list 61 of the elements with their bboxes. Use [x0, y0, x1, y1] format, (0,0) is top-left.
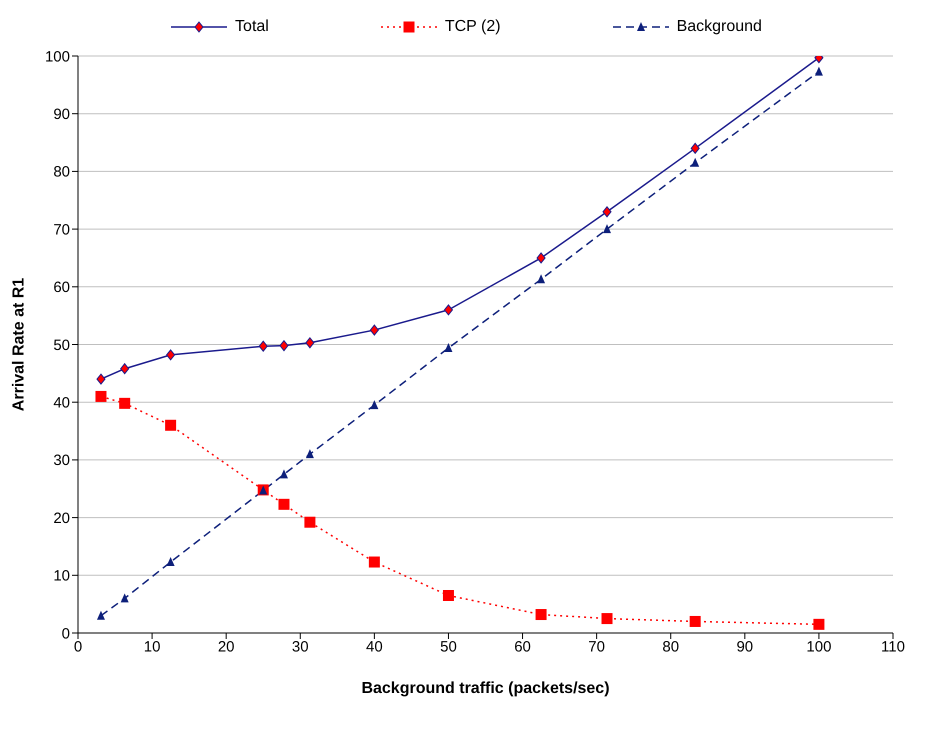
point [444, 304, 453, 316]
point [536, 252, 546, 264]
point [444, 342, 452, 352]
legend-label: TCP (2) [444, 18, 501, 36]
point [813, 618, 824, 630]
point [690, 142, 700, 154]
point [280, 469, 288, 478]
point [120, 363, 130, 374]
y-tick-label: 60 [53, 279, 70, 296]
point [165, 420, 176, 431]
y-tick-label: 70 [53, 221, 70, 238]
x-tick-label: 50 [440, 638, 457, 656]
legend-label: Total [235, 18, 269, 36]
point [370, 400, 378, 410]
point [304, 516, 316, 528]
y-axis-title: Arrival Rate at R1 [10, 278, 28, 412]
y-tick-label: 30 [53, 452, 70, 470]
x-tick-label: 100 [806, 638, 832, 656]
point [96, 374, 106, 385]
x-tick-label: 40 [366, 638, 383, 656]
point [305, 337, 314, 348]
y-tick-label: 10 [53, 568, 70, 585]
point [306, 449, 314, 458]
point [166, 349, 176, 360]
point [537, 274, 546, 284]
x-tick-label: 80 [662, 638, 680, 656]
point [166, 557, 175, 566]
x-axis-title: Background traffic (packets/sec) [361, 680, 610, 697]
point [120, 593, 129, 602]
point [370, 324, 379, 336]
point [258, 340, 268, 352]
x-tick-label: 0 [74, 638, 82, 656]
point [279, 340, 288, 352]
legend-label: Background [676, 18, 762, 36]
point [691, 158, 700, 167]
point [602, 613, 613, 624]
point [603, 224, 612, 234]
point [119, 398, 130, 409]
x-tick-label: 90 [736, 638, 754, 656]
y-tick-label: 0 [62, 625, 70, 642]
x-tick-label: 30 [292, 638, 309, 656]
point [95, 390, 106, 402]
x-tick-label: 70 [588, 638, 605, 656]
x-tick-label: 20 [218, 638, 235, 656]
x-tick-label: 60 [514, 638, 531, 656]
point [96, 610, 105, 620]
x-tick-label: 110 [881, 638, 905, 656]
y-tick-label: 90 [53, 106, 70, 124]
point [536, 609, 547, 620]
point [278, 498, 290, 510]
point [690, 616, 701, 627]
point [814, 66, 823, 76]
y-tick-label: 100 [44, 48, 70, 66]
point [442, 590, 454, 601]
y-tick-label: 80 [53, 164, 70, 181]
y-tick-label: 50 [53, 336, 70, 354]
x-tick-label: 10 [144, 638, 160, 656]
y-tick-label: 40 [53, 394, 70, 412]
y-tick-label: 20 [53, 510, 70, 527]
point [602, 206, 612, 218]
point [368, 556, 380, 568]
